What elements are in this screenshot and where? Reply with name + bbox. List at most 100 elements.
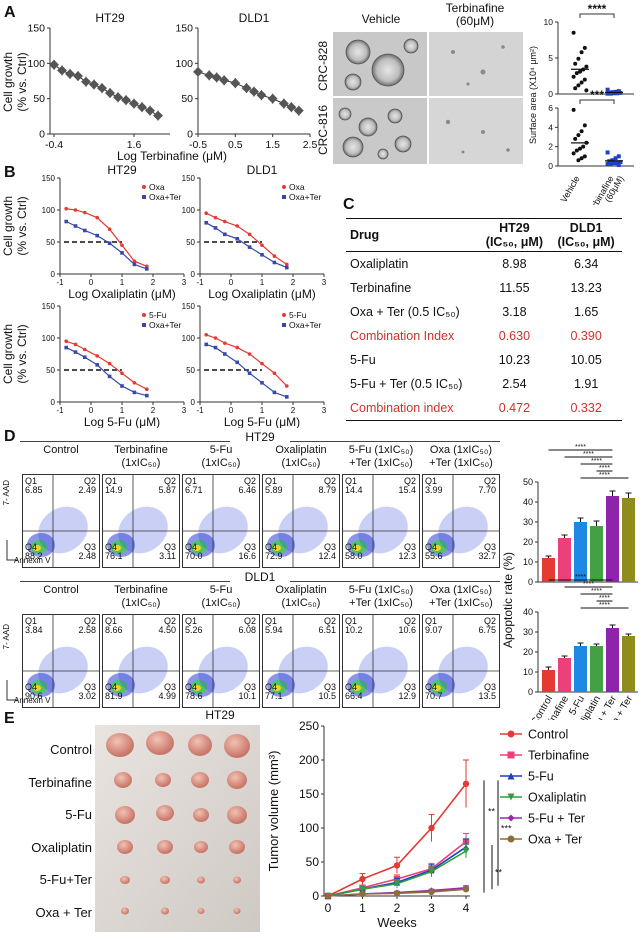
b-legend-label: 5-Fu <box>289 310 307 320</box>
table-cell: Combination Index <box>350 329 455 343</box>
e-xtick-label: 2 <box>394 901 401 915</box>
d-bar <box>622 498 635 582</box>
b-point <box>247 245 252 249</box>
a-point <box>211 72 222 83</box>
flow-cloud <box>118 506 168 554</box>
b-xtick-label: 2 <box>291 278 296 287</box>
b-point <box>213 226 218 230</box>
table-row: Oxaliplatin 8.98 6.34 <box>346 252 622 277</box>
flow-quadrant: Q3 12.3 <box>398 542 416 561</box>
flow-cloud <box>33 545 41 551</box>
surface-point-ter <box>605 162 610 167</box>
d-sig-label: **** <box>591 588 602 595</box>
tumor-group-label: Oxa + Ter <box>35 904 92 920</box>
surface-point-vehicle <box>584 64 589 69</box>
surface-point-vehicle <box>584 88 589 93</box>
flow-density <box>263 475 339 567</box>
d-ytick-label: 10 <box>523 557 533 567</box>
e-point <box>359 890 366 898</box>
flow-quadrant: Q1 5.94 <box>265 616 283 635</box>
panel-e-tumor-volume: 0 50 100 150 200 250 0 1 2 3 4 Weeks Tumor volume (m… <box>266 719 589 930</box>
b-point <box>120 251 124 255</box>
flow-header: Oxa (1xIC₅₀) +Ter (1xIC₅₀) <box>429 444 493 469</box>
e-point <box>462 886 470 893</box>
b-xtick-label: 1 <box>260 278 265 287</box>
e-legend-marker <box>507 835 515 843</box>
a-point <box>105 88 115 98</box>
a-point <box>241 83 252 94</box>
surface-ytick-label: 0 <box>548 161 553 171</box>
a-ytick-label: 0 <box>39 129 45 141</box>
tumor-photo-title: HT29 <box>205 708 235 722</box>
d-bar <box>590 646 603 692</box>
surface-point-ter <box>605 87 610 92</box>
flow-plot: Q1 8.66 Q2 4.50 Q4 81.9 Q3 4.99 <box>102 614 180 708</box>
flow-ht29-xaxis: Annexin V <box>14 556 51 565</box>
flow-density <box>263 615 339 707</box>
table-cell: 1.65 <box>573 305 599 319</box>
b-ytick-label: 0 <box>51 270 56 279</box>
d-bar <box>606 496 619 582</box>
flow-quadrant: Q4 81.9 <box>105 682 123 701</box>
e-xtick-label: 0 <box>325 901 332 915</box>
flow-quadrant: Q4 88.2 <box>25 542 43 561</box>
flow-dld1-yaxis: 7- AAD <box>2 624 11 650</box>
d-ytick-label: 10 <box>523 667 533 677</box>
b-point <box>223 232 227 237</box>
d-bar <box>606 628 619 692</box>
e-xlabel: Weeks <box>377 915 417 930</box>
table-cell: Combination index <box>350 401 454 415</box>
flow-quadrant: Q2 2.49 <box>78 476 96 495</box>
a-point <box>230 78 241 89</box>
a-xlabel: Log Terbinafine (μM) <box>117 149 227 163</box>
b-ytick-label: 150 <box>182 302 196 311</box>
e-ylabel: Tumor volume (mm³) <box>266 751 281 872</box>
micro-col-vehicle: Vehicle <box>361 12 401 26</box>
flow-quadrant: Q4 72.9 <box>265 542 283 561</box>
e-xtick-label: 4 <box>463 901 470 915</box>
e-legend-label: Oxaliplatin <box>528 791 586 805</box>
flow-quadrant: Q3 16.6 <box>238 542 256 561</box>
surface-point-vehicle <box>582 154 587 159</box>
surface-point-ter <box>605 91 610 96</box>
b-ytick-label: 100 <box>182 206 196 215</box>
e-sig: ** <box>495 868 503 878</box>
surface-point-vehicle <box>573 86 578 91</box>
flow-quadrant: Q3 13.5 <box>478 682 496 701</box>
e-ytick-label: 150 <box>299 787 319 801</box>
flow-quadrant: Q1 3.84 <box>25 616 43 635</box>
a-ytick-label: 150 <box>27 23 45 35</box>
b-legend-label: Oxa+Ter <box>289 192 322 202</box>
b-chart-title: HT29 <box>107 163 137 177</box>
table-cell: 10.05 <box>570 353 602 367</box>
flow-cloud <box>278 646 328 694</box>
b-point <box>64 206 68 211</box>
b-legend-marker <box>142 323 146 327</box>
table-row: Oxa + Ter (0.5 IC₅₀) 3.18 1.65 <box>346 300 622 324</box>
d-ytick-label: 30 <box>523 517 533 527</box>
surface-point-vehicle <box>579 80 584 85</box>
flow-quadrant: Q1 14.4 <box>345 476 363 495</box>
d-sig-label: **** <box>599 472 610 479</box>
b-ylabel: Cell growth <box>1 196 15 256</box>
b-point <box>73 208 78 212</box>
e-legend-label: Terbinafine <box>528 749 589 763</box>
b-point <box>235 360 239 365</box>
b-point <box>120 384 124 388</box>
b-point <box>95 363 99 367</box>
b-legend-marker <box>282 313 286 317</box>
tumor-group-label: Terbinafine <box>28 774 92 790</box>
flow-cloud <box>433 545 441 551</box>
table-cell: 0.390 <box>570 329 602 343</box>
b-point <box>204 221 208 225</box>
e-legend-marker <box>507 814 515 822</box>
flow-cloud <box>38 506 88 554</box>
e-point <box>393 880 401 887</box>
surface-sig-bracket <box>579 99 615 104</box>
b-point <box>285 262 289 267</box>
surface-point-vehicle <box>576 83 581 88</box>
b-point <box>285 265 289 270</box>
b-chart-title: DLD1 <box>247 163 278 177</box>
e-ytick-label: 250 <box>299 719 319 733</box>
flow-quadrant: Q1 14.9 <box>105 476 123 495</box>
